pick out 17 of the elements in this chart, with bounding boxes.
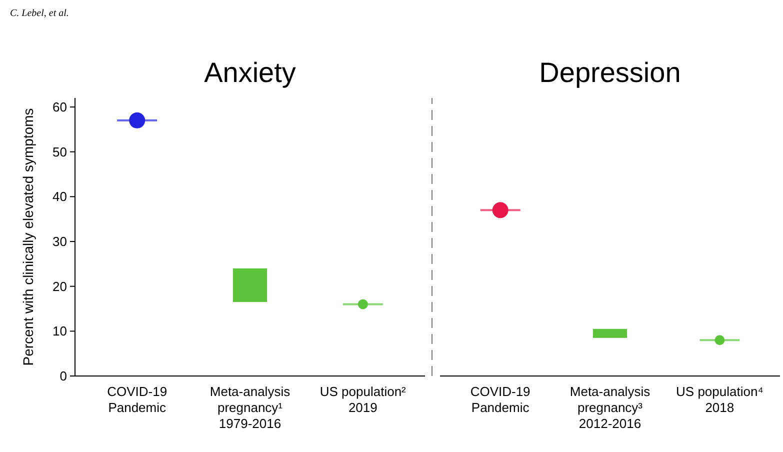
x-tick-label: COVID-19 Pandemic — [470, 384, 530, 415]
chart-title: Anxiety — [204, 57, 296, 88]
x-tick-label: Meta-analysis pregnancy³ 2012-2016 — [570, 384, 651, 431]
x-tick-label: US population² 2019 — [320, 384, 407, 415]
y-tick-label: 60 — [52, 100, 67, 115]
text: C. Lebel, et al. — [10, 8, 69, 19]
y-tick-label: 30 — [52, 234, 67, 250]
x-tick-label: US population⁴ 2018 — [676, 384, 764, 415]
y-tick-label: 40 — [52, 189, 67, 204]
y-axis-title: Percent with clinically elevated symptoms — [20, 108, 36, 366]
chart-title: Depression — [539, 57, 681, 88]
y-tick-label: 0 — [60, 368, 67, 384]
y-tick-label: 20 — [52, 278, 67, 294]
x-tick-label: COVID-19 Pandemic — [107, 384, 168, 415]
y-tick-label: 50 — [52, 144, 67, 160]
x-tick-label: Meta-analysis pregnancy¹ 1979-2016 — [210, 384, 291, 431]
y-tick-label: 10 — [52, 324, 67, 339]
